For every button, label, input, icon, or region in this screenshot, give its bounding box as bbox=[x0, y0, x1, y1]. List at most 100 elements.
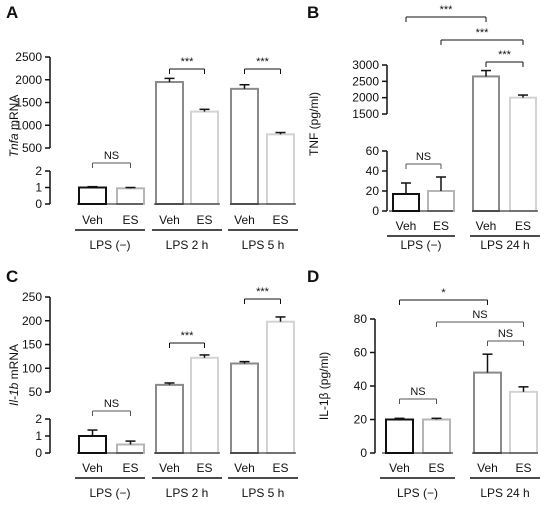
panel-c-bar-lps--veh bbox=[78, 435, 107, 454]
panel-b-category-label: Veh bbox=[476, 219, 497, 233]
panel-c-bar-lps-2-h-es bbox=[190, 356, 219, 454]
panel-b-letter: B bbox=[307, 3, 319, 22]
panel-a-y-tick-label: 2 bbox=[35, 164, 42, 178]
panel-c-letter: C bbox=[6, 267, 18, 286]
panel-c-group-label: LPS (−) bbox=[89, 486, 130, 500]
panel-c-category-label: ES bbox=[272, 461, 288, 475]
panel-c-category-label: Veh bbox=[234, 461, 255, 475]
panel-a-bar-lps-2-h-veh bbox=[155, 81, 184, 205]
panel-a-y-tick-label: 1500 bbox=[15, 96, 42, 110]
panel-d-sig-label: NS bbox=[498, 328, 513, 340]
panel-c-y-tick-label: 1 bbox=[35, 429, 42, 443]
panel-d-category-label: Veh bbox=[477, 461, 498, 475]
panel-c-category-label: ES bbox=[122, 461, 138, 475]
panel-d-letter: D bbox=[307, 267, 319, 286]
panel-c-category-label: ES bbox=[196, 461, 212, 475]
panel-a-sig-label: *** bbox=[256, 56, 270, 68]
panel-b-category-label: ES bbox=[515, 219, 531, 233]
panel-a-category-label: Veh bbox=[234, 213, 255, 227]
panel-b-bar-lps--es bbox=[427, 190, 455, 212]
panel-a-sig-label: *** bbox=[181, 56, 195, 68]
panel-a-group-label: LPS 2 h bbox=[166, 238, 209, 252]
panel-b-bar-lps-24-h-es bbox=[509, 96, 537, 212]
panel-a-y-tick-label: 1 bbox=[35, 181, 42, 195]
panel-a-y-axis-title: Tnfa mRNA bbox=[7, 95, 21, 158]
panel-a-category-label: Veh bbox=[82, 213, 103, 227]
panel-c-y-axis-title: Il-1b mRNA bbox=[7, 344, 21, 406]
panel-b-y-tick-label: 60 bbox=[366, 144, 380, 158]
panel-a-letter: A bbox=[6, 3, 18, 22]
panel-b-sig-label: *** bbox=[476, 27, 490, 39]
panel-d-group-label: LPS 24 h bbox=[480, 486, 529, 500]
panel-a-category-label: ES bbox=[196, 213, 212, 227]
panel-b-sig-label: NS bbox=[416, 151, 431, 163]
panel-d-bar-lps-24-h-veh bbox=[473, 371, 502, 455]
panel-c-y-tick-label: 250 bbox=[22, 290, 42, 304]
panel-c-bar-lps-5-h-veh bbox=[230, 362, 259, 454]
panel-a-bar-lps--es bbox=[116, 187, 145, 205]
panel-d-category-label: ES bbox=[515, 461, 531, 475]
panel-d-sig-label: NS bbox=[410, 386, 425, 398]
panel-c-y-axis-title-rest: mRNA bbox=[7, 344, 21, 383]
panel-c-group-label: LPS 5 h bbox=[242, 486, 285, 500]
panel-d-bar-lps--veh bbox=[385, 418, 414, 454]
panel-a-bar-lps-5-h-es bbox=[266, 133, 295, 206]
panel-c-bar-lps-2-h-veh bbox=[155, 383, 184, 454]
panel-c-y-tick-label: 100 bbox=[22, 361, 42, 375]
panel-d-y-tick-label: 40 bbox=[354, 379, 368, 393]
panel-c-category-label: Veh bbox=[159, 461, 180, 475]
panel-a-bar-lps--veh bbox=[78, 186, 107, 205]
panel-c-sig-label: *** bbox=[181, 330, 195, 342]
panel-b-y-tick-label: 20 bbox=[366, 184, 380, 198]
panel-b-y-tick-label: 1500 bbox=[352, 107, 379, 121]
panel-b-group-label: LPS (−) bbox=[400, 238, 441, 252]
panel-a-y-tick-label: 500 bbox=[22, 141, 42, 155]
panel-a-category-label: Veh bbox=[159, 213, 180, 227]
panel-b-y-tick-label: 40 bbox=[366, 164, 380, 178]
panel-d-category-label: ES bbox=[428, 461, 444, 475]
panel-c-group-label: LPS 2 h bbox=[166, 486, 209, 500]
panel-a-y-axis-title-italic: Tnfa bbox=[7, 133, 21, 157]
panel-b-y-tick-label: 2000 bbox=[352, 91, 379, 105]
panel-d-y-tick-label: 0 bbox=[360, 446, 367, 460]
panel-a-y-tick-label: 0 bbox=[35, 197, 42, 211]
panel-b-sig-label: *** bbox=[440, 4, 454, 16]
panel-a-y-axis-title-rest: mRNA bbox=[7, 95, 21, 134]
panel-d-y-tick-label: 20 bbox=[354, 413, 368, 427]
panel-d-bar-lps-24-h-es bbox=[509, 390, 538, 454]
panel-b-sig-label: *** bbox=[498, 49, 512, 61]
panel-b-category-label: Veh bbox=[396, 219, 417, 233]
panel-b-y-tick-label: 0 bbox=[372, 204, 379, 218]
panel-c-y-tick-label: 200 bbox=[22, 314, 42, 328]
panel-d-y-axis-title: IL-1β (pg/ml) bbox=[317, 352, 331, 420]
panel-d-sig-label: NS bbox=[472, 309, 487, 321]
panel-a-y-tick-label: 2000 bbox=[15, 73, 42, 87]
panel-c-y-tick-label: 150 bbox=[22, 338, 42, 352]
panel-d-bar-lps--es bbox=[422, 418, 451, 454]
panel-b-y-tick-label: 3000 bbox=[352, 58, 379, 72]
panel-d-category-label: Veh bbox=[389, 461, 410, 475]
panel-a-y-tick-label: 2500 bbox=[15, 50, 42, 64]
panel-c-bar-lps--es bbox=[116, 443, 145, 454]
panel-d-sig-label: * bbox=[441, 287, 446, 299]
panel-c-category-label: Veh bbox=[82, 461, 103, 475]
panel-c-sig-label: *** bbox=[256, 286, 270, 298]
panel-c-bar-lps-5-h-es bbox=[266, 320, 295, 455]
panel-a-bar-lps-5-h-veh bbox=[230, 87, 259, 205]
panel-c-y-tick-label: 2 bbox=[35, 412, 42, 426]
panel-d-group-label: LPS (−) bbox=[397, 486, 438, 500]
panel-a-sig-label: NS bbox=[104, 150, 119, 162]
panel-b-y-tick-label: 2500 bbox=[352, 74, 379, 88]
panel-c-sig-label: NS bbox=[104, 398, 119, 410]
panel-b-y-axis-title: TNF (pg/ml) bbox=[307, 92, 321, 156]
panel-a-y-tick-label: 1000 bbox=[15, 118, 42, 132]
panel-b-bar-lps--veh bbox=[392, 193, 420, 212]
panel-d-y-tick-label: 80 bbox=[354, 312, 368, 326]
panel-c-y-axis-title-italic: Il-1b bbox=[7, 382, 21, 406]
panel-d-y-tick-label: 60 bbox=[354, 346, 368, 360]
panel-a-category-label: ES bbox=[122, 213, 138, 227]
panel-a-category-label: ES bbox=[272, 213, 288, 227]
panel-a-group-label: LPS 5 h bbox=[242, 238, 285, 252]
